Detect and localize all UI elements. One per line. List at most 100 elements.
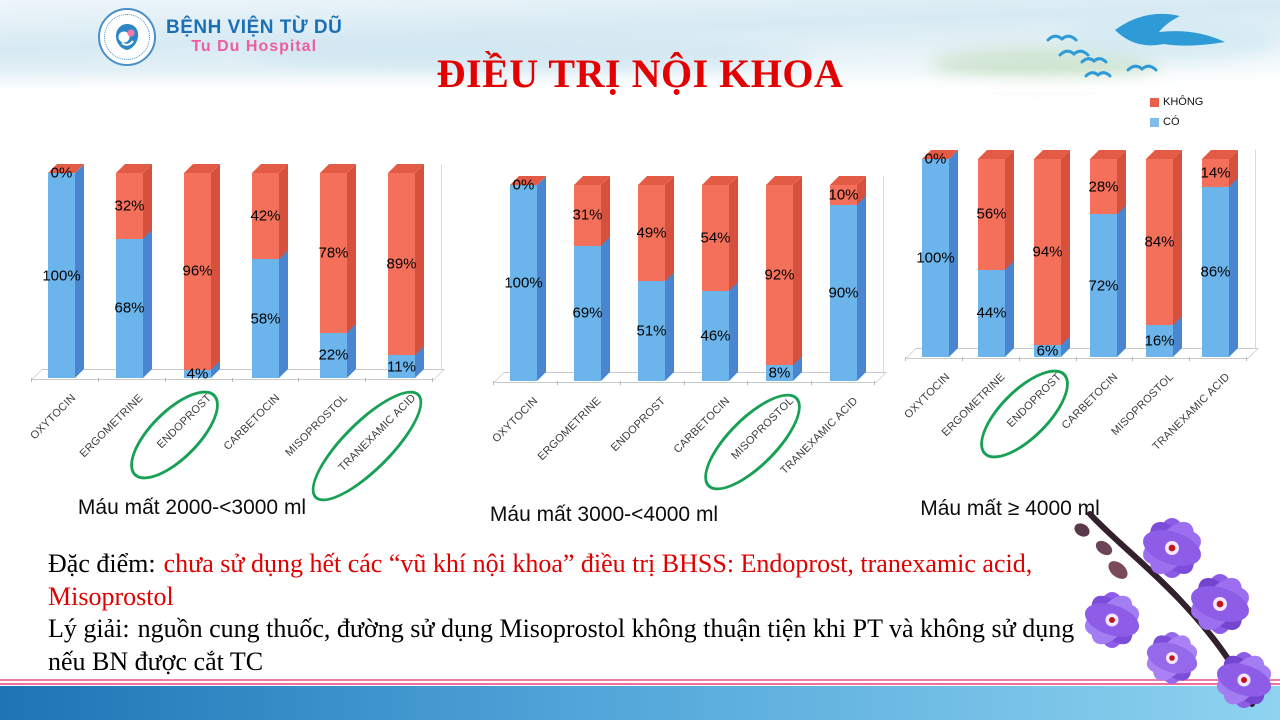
axis-tick <box>97 378 99 382</box>
data-label-co: 86% <box>1200 263 1231 281</box>
data-label-khong: 49% <box>636 224 667 242</box>
hospital-logo-emblem <box>98 8 156 66</box>
bar-segment-co <box>184 369 211 378</box>
birds-graphic <box>1020 2 1270 91</box>
data-label-khong: 28% <box>1088 178 1119 196</box>
highlight-ellipse <box>966 355 1084 472</box>
data-label-co: 16% <box>1144 332 1175 350</box>
bar-side-face <box>143 164 152 378</box>
axis-tick <box>365 378 367 382</box>
bar-segment-co <box>766 365 793 381</box>
data-label-khong: 31% <box>572 206 603 224</box>
axis-tick <box>1246 357 1247 361</box>
bar-side-face <box>857 176 866 381</box>
bar-segment-co <box>1034 345 1061 357</box>
orchid-buds <box>1074 523 1128 579</box>
axis-tick <box>1018 357 1020 361</box>
bar-segment-khong <box>574 185 601 246</box>
data-label-co: 8% <box>768 364 791 382</box>
data-label-khong: 94% <box>1032 243 1063 261</box>
highlight-ellipse <box>297 376 438 517</box>
chart-caption: Máu mất ≥ 4000 ml <box>920 497 1100 520</box>
data-label-co: 100% <box>916 249 955 267</box>
bar-segment-khong <box>252 173 279 260</box>
axis-tick <box>31 378 32 382</box>
legend-label-co: CÓ <box>1163 116 1180 128</box>
data-label-co: 44% <box>976 304 1007 322</box>
axis-tick <box>493 381 494 385</box>
chart-caption: Máu mất 3000-<4000 ml <box>489 503 719 526</box>
axis-tick <box>432 378 433 382</box>
axis-tick <box>1075 357 1077 361</box>
bar-segment-co <box>978 269 1005 357</box>
bar-segment-co <box>252 259 279 378</box>
bar-segment-co <box>1090 214 1117 357</box>
data-label-co: 46% <box>700 327 731 345</box>
axis-tick <box>961 357 963 361</box>
note-text: nguồn cung thuốc, đường sử dụng Misopros… <box>48 614 1075 676</box>
category-label: CARBETOCIN <box>221 392 282 453</box>
legend-swatch-khong <box>1150 97 1159 107</box>
axis-tick <box>905 357 906 361</box>
data-label-co: 6% <box>1036 342 1059 360</box>
bar-segment-co <box>830 204 857 381</box>
data-label-co: 22% <box>318 346 349 364</box>
data-label-co: 68% <box>114 299 145 317</box>
data-label-khong: 78% <box>318 244 349 262</box>
big-bird-icon <box>1115 13 1225 46</box>
data-label-khong: 0% <box>50 164 73 182</box>
pink-divider-line <box>0 679 1280 686</box>
category-label: ERGOMETRINE <box>536 395 604 463</box>
data-label-co: 100% <box>42 267 81 284</box>
legend-item-co: CÓ <box>1150 112 1203 132</box>
notes-block: Đặc điểm: chưa sử dụng hết các “vũ khí nộ… <box>48 548 1110 678</box>
chart-floor <box>31 369 445 380</box>
category-label: OXYTOCIN <box>489 395 540 446</box>
orchid-blossoms <box>1084 518 1272 708</box>
bar-segment-co <box>574 245 601 381</box>
orchid-flower-image <box>1052 508 1280 720</box>
legend-swatch-co <box>1150 117 1159 127</box>
bar-side-face <box>729 176 738 381</box>
axis-tick <box>620 381 621 385</box>
note-label: Lý giải: <box>48 614 130 643</box>
bar-segment-khong <box>388 173 415 356</box>
data-label-khong: 54% <box>700 229 731 247</box>
legend-item-khong: KHÔNG <box>1150 92 1203 112</box>
header-fade <box>0 70 1280 92</box>
data-label-co: 58% <box>250 310 281 328</box>
data-label-co: 11% <box>387 358 416 376</box>
data-label-khong: 42% <box>250 207 281 225</box>
mother-child-icon <box>104 14 150 60</box>
bar-side-face <box>665 176 674 381</box>
data-label-co: 90% <box>828 284 859 302</box>
bar-segment-khong <box>766 185 793 366</box>
data-label-khong: 0% <box>512 176 535 194</box>
data-label-khong: 32% <box>114 197 145 215</box>
data-label-khong: 89% <box>386 255 417 273</box>
data-label-co: 4% <box>186 365 209 383</box>
hospital-name: BỆNH VIỆN TỪ DŨ <box>166 17 343 39</box>
bar-segment-khong <box>184 173 211 370</box>
page-title: ĐIỀU TRỊ NỘI KHOA <box>436 51 844 96</box>
data-label-khong: 96% <box>182 262 213 280</box>
bar-side-face <box>1005 150 1014 357</box>
bar-segment-co <box>510 185 537 381</box>
bar-segment-co <box>638 281 665 381</box>
axis-tick <box>1132 357 1134 361</box>
bar-segment-co <box>1202 186 1229 357</box>
bar-segment-co <box>922 159 949 357</box>
category-label: OXYTOCIN <box>27 392 78 443</box>
hospital-logo: BỆNH VIỆN TỪ DŨ Tu Du Hospital <box>98 8 342 66</box>
data-label-co: 72% <box>1088 277 1119 295</box>
legend-label-khong: KHÔNG <box>1163 96 1204 108</box>
category-label: ENDOPROST <box>608 395 668 455</box>
bar-segment-co <box>388 355 415 378</box>
data-label-khong: 10% <box>828 186 859 204</box>
axis-tick <box>231 378 233 382</box>
bar-side-face <box>347 164 356 378</box>
data-label-khong: 14% <box>1200 164 1231 182</box>
chart-wall-edge <box>883 176 884 372</box>
